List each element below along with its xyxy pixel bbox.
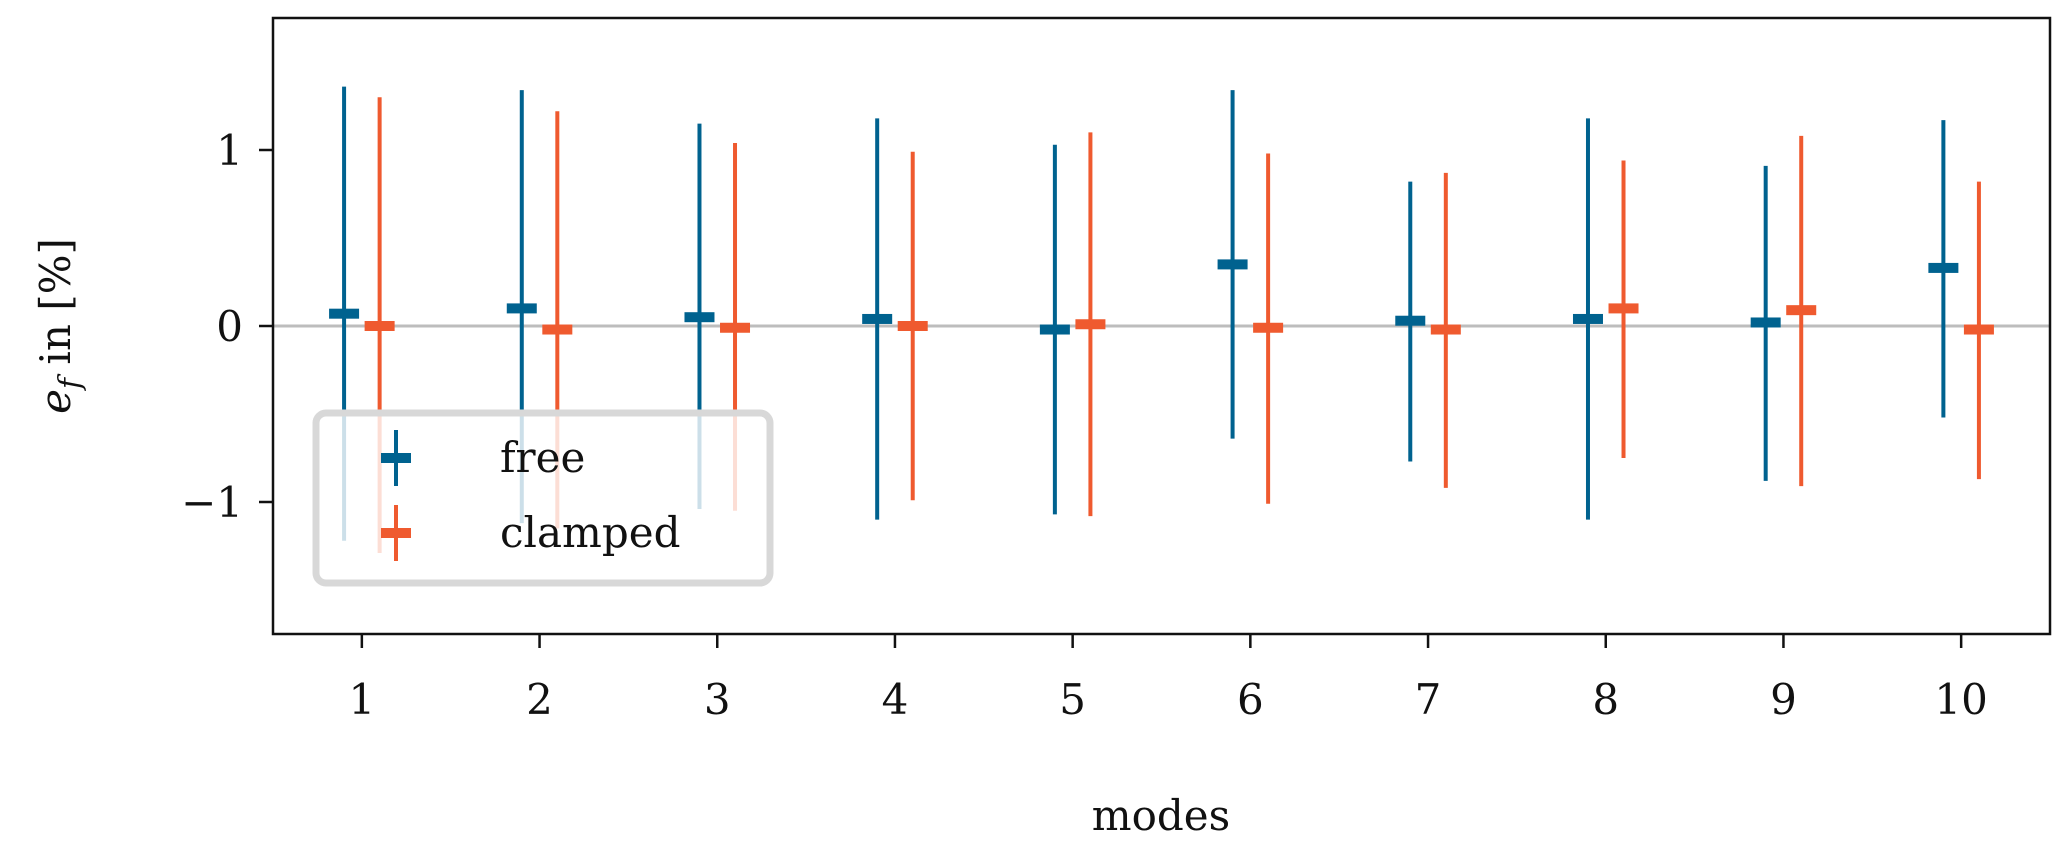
y-axis: −1 0 1 bbox=[181, 126, 273, 527]
x-axis: 1 2 3 4 5 6 7 8 9 10 bbox=[348, 634, 1988, 724]
clamped-center-marker-5 bbox=[1075, 319, 1106, 330]
y-axis-label: ef in [%] bbox=[31, 238, 88, 414]
x-tick-label-2: 2 bbox=[526, 675, 553, 724]
legend-clamped-label: clamped bbox=[500, 508, 680, 557]
free-center-marker-6 bbox=[1217, 259, 1248, 270]
free-center-marker-1 bbox=[329, 308, 360, 319]
legend-clamped-marker-icon bbox=[381, 528, 411, 538]
plot-marks bbox=[273, 86, 2050, 554]
free-center-marker-2 bbox=[506, 303, 537, 314]
clamped-center-marker-6 bbox=[1253, 322, 1284, 333]
x-axis-label: modes bbox=[1092, 791, 1230, 840]
y-tick-label--1: −1 bbox=[181, 478, 243, 527]
y-label-main: e bbox=[31, 389, 80, 414]
legend: free clamped bbox=[312, 409, 774, 587]
x-tick-label-3: 3 bbox=[704, 675, 731, 724]
clamped-center-marker-3 bbox=[720, 322, 751, 333]
legend-free-marker-icon bbox=[381, 453, 411, 463]
free-center-marker-7 bbox=[1395, 315, 1426, 326]
clamped-center-marker-7 bbox=[1430, 324, 1461, 335]
x-tick-label-4: 4 bbox=[882, 675, 909, 724]
free-center-marker-8 bbox=[1572, 313, 1603, 324]
y-label-rest: in [%] bbox=[31, 238, 80, 378]
x-tick-label-5: 5 bbox=[1059, 675, 1086, 724]
x-tick-label-6: 6 bbox=[1237, 675, 1264, 724]
x-tick-label-9: 9 bbox=[1770, 675, 1797, 724]
clamped-center-marker-10 bbox=[1963, 324, 1994, 335]
free-center-marker-9 bbox=[1750, 317, 1781, 328]
legend-free-label: free bbox=[500, 433, 585, 482]
x-tick-label-7: 7 bbox=[1415, 675, 1442, 724]
free-center-marker-3 bbox=[684, 312, 715, 323]
free-center-marker-4 bbox=[862, 313, 893, 324]
clamped-center-marker-4 bbox=[897, 321, 928, 331]
free-center-marker-10 bbox=[1928, 262, 1959, 273]
y-tick-label-0: 0 bbox=[216, 302, 243, 351]
y-tick-label-1: 1 bbox=[216, 126, 243, 175]
clamped-center-marker-9 bbox=[1786, 305, 1817, 316]
clamped-center-marker-2 bbox=[542, 324, 573, 335]
x-tick-label-10: 10 bbox=[1934, 675, 1987, 724]
x-tick-label-8: 8 bbox=[1592, 675, 1619, 724]
free-center-marker-5 bbox=[1039, 324, 1070, 335]
x-tick-label-1: 1 bbox=[348, 675, 375, 724]
clamped-center-marker-8 bbox=[1608, 303, 1639, 314]
legend-box bbox=[312, 409, 774, 587]
clamped-center-marker-1 bbox=[364, 321, 395, 331]
